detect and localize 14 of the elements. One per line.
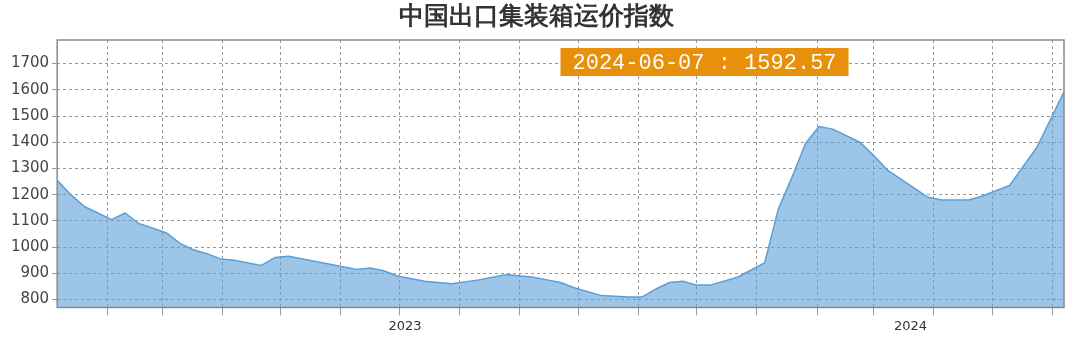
y-tick-label: 1200 [10, 184, 50, 203]
x-tick-label: 2023 [388, 317, 422, 333]
y-tick-label: 1400 [10, 132, 50, 151]
y-tick-label: 1000 [10, 236, 50, 255]
y-tick-label: 1100 [10, 210, 50, 229]
y-tick-label: 900 [20, 263, 50, 282]
y-tick-label: 1600 [10, 79, 50, 98]
x-tick-label: 2024 [893, 317, 927, 333]
annotation: 2024-06-07 : 1592.57 [572, 50, 837, 76]
chart-title: 中国出口集装箱运价指数 [398, 0, 675, 30]
y-tick-label: 1300 [10, 158, 50, 177]
y-tick-label: 800 [20, 289, 50, 308]
y-tick-label: 1500 [10, 105, 50, 124]
y-tick-label: 1700 [10, 53, 50, 72]
